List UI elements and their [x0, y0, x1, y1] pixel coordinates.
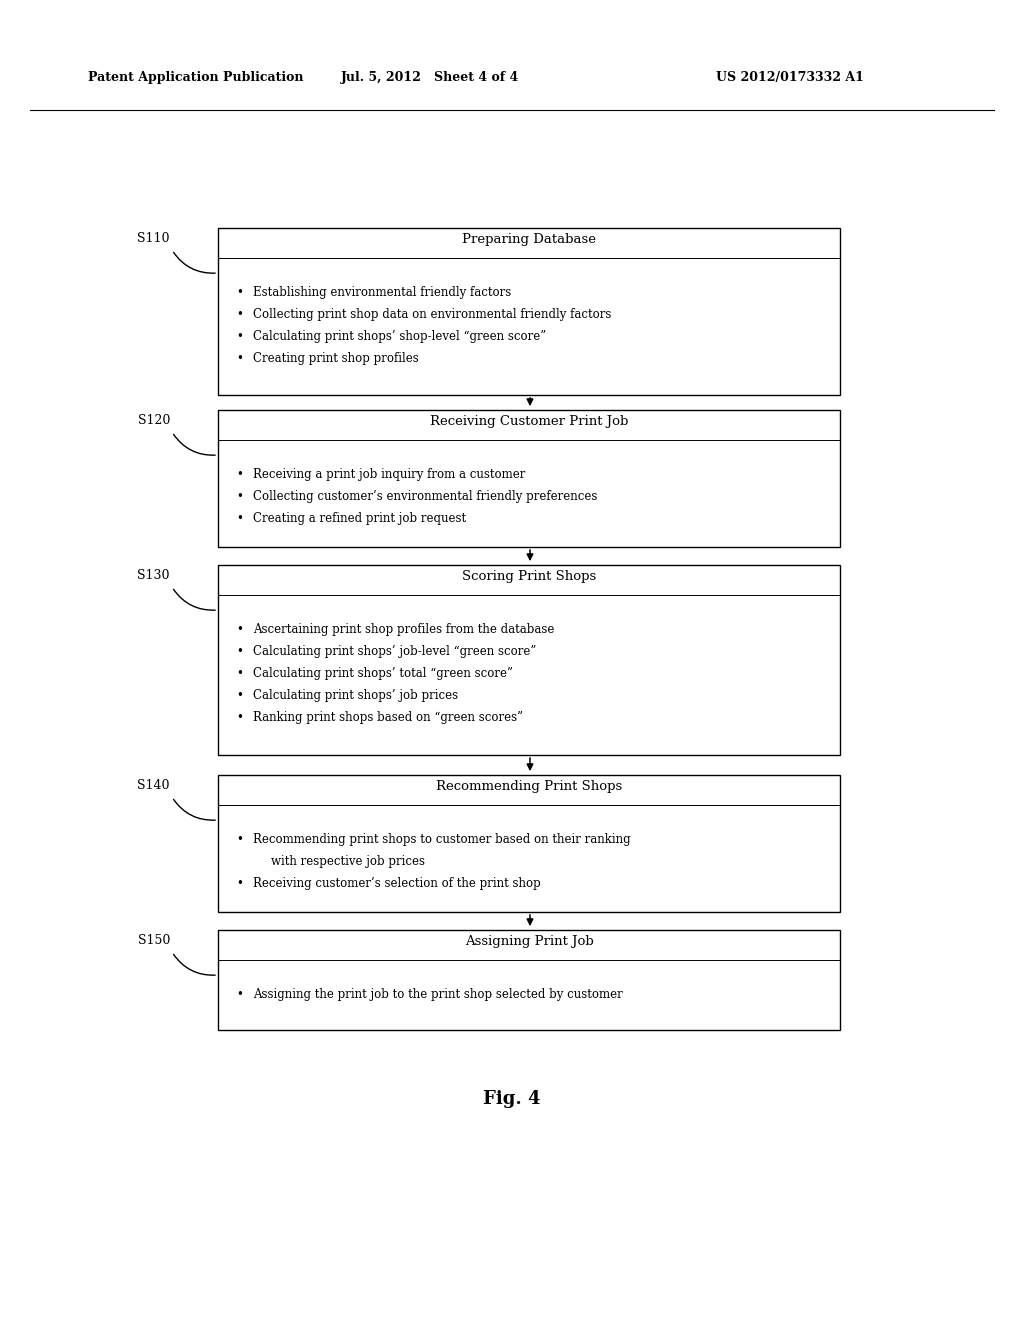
Text: S140: S140 — [137, 779, 170, 792]
Bar — [218, 228, 840, 395]
Text: •: • — [236, 512, 243, 525]
Text: Scoring Print Shops: Scoring Print Shops — [462, 570, 596, 583]
Text: Collecting customer’s environmental friendly preferences: Collecting customer’s environmental frie… — [253, 490, 597, 503]
Bar — [218, 565, 840, 755]
Text: Receiving customer’s selection of the print shop: Receiving customer’s selection of the pr… — [253, 876, 541, 890]
Text: US 2012/0173332 A1: US 2012/0173332 A1 — [716, 71, 864, 84]
Text: •: • — [236, 667, 243, 680]
Text: •: • — [236, 352, 243, 366]
Text: Calculating print shops’ shop-level “green score”: Calculating print shops’ shop-level “gre… — [253, 330, 546, 343]
Text: •: • — [236, 689, 243, 702]
Text: with respective job prices: with respective job prices — [271, 855, 425, 869]
Text: Establishing environmental friendly factors: Establishing environmental friendly fact… — [253, 286, 511, 300]
Text: Creating print shop profiles: Creating print shop profiles — [253, 352, 419, 366]
Text: Assigning Print Job: Assigning Print Job — [465, 935, 593, 948]
Text: S130: S130 — [137, 569, 170, 582]
Text: •: • — [236, 987, 243, 1001]
Text: •: • — [236, 833, 243, 846]
Text: Calculating print shops’ job prices: Calculating print shops’ job prices — [253, 689, 458, 702]
Text: Ascertaining print shop profiles from the database: Ascertaining print shop profiles from th… — [253, 623, 554, 636]
Text: Recommending Print Shops: Recommending Print Shops — [436, 780, 623, 793]
Text: Preparing Database: Preparing Database — [462, 234, 596, 246]
Text: Calculating print shops’ job-level “green score”: Calculating print shops’ job-level “gree… — [253, 645, 537, 657]
Text: •: • — [236, 308, 243, 321]
Text: Creating a refined print job request: Creating a refined print job request — [253, 512, 466, 525]
Text: •: • — [236, 711, 243, 723]
Bar — [218, 775, 840, 912]
Text: Jul. 5, 2012   Sheet 4 of 4: Jul. 5, 2012 Sheet 4 of 4 — [341, 71, 519, 84]
Text: Patent Application Publication: Patent Application Publication — [88, 71, 303, 84]
Text: S150: S150 — [137, 935, 170, 946]
Text: Receiving a print job inquiry from a customer: Receiving a print job inquiry from a cus… — [253, 469, 525, 480]
Text: Calculating print shops’ total “green score”: Calculating print shops’ total “green sc… — [253, 667, 513, 680]
Text: •: • — [236, 876, 243, 890]
Text: •: • — [236, 490, 243, 503]
Text: •: • — [236, 330, 243, 343]
Text: S120: S120 — [137, 414, 170, 426]
Text: S110: S110 — [137, 232, 170, 246]
Bar — [218, 411, 840, 546]
Text: Fig. 4: Fig. 4 — [483, 1090, 541, 1107]
Text: Ranking print shops based on “green scores”: Ranking print shops based on “green scor… — [253, 711, 523, 723]
Text: Receiving Customer Print Job: Receiving Customer Print Job — [430, 414, 628, 428]
Text: •: • — [236, 645, 243, 657]
Text: Recommending print shops to customer based on their ranking: Recommending print shops to customer bas… — [253, 833, 631, 846]
Text: •: • — [236, 286, 243, 300]
Bar — [218, 931, 840, 1030]
Text: •: • — [236, 469, 243, 480]
Text: Collecting print shop data on environmental friendly factors: Collecting print shop data on environmen… — [253, 308, 611, 321]
Text: Assigning the print job to the print shop selected by customer: Assigning the print job to the print sho… — [253, 987, 623, 1001]
Text: •: • — [236, 623, 243, 636]
